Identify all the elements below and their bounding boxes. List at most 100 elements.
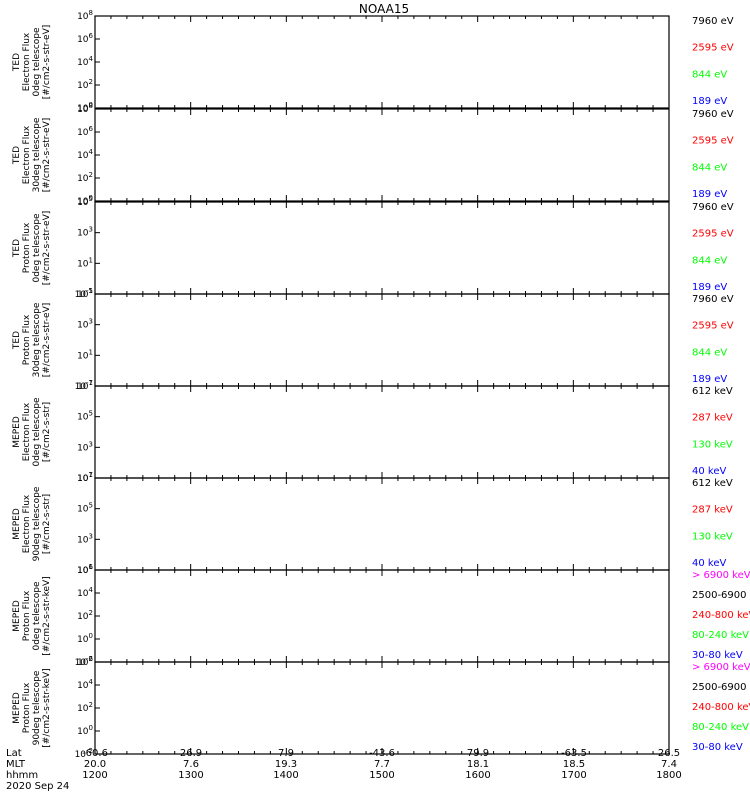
- x-tick-hhmm: 1600: [465, 770, 490, 781]
- legend-entry: 30-80 keV: [692, 650, 743, 661]
- panel-5: 101 103 105 107 MEPEDElectron Flux0deg teles…: [12, 379, 733, 484]
- y-tick-label: 102: [77, 609, 93, 622]
- x-tick-mlt: 7.6: [183, 759, 199, 770]
- y-tick-label: 103: [77, 440, 93, 453]
- y-tick-label: 103: [77, 532, 93, 545]
- x-row-label-hhmm: hhmm: [6, 770, 38, 781]
- legend-entry: 844 eV: [692, 255, 727, 266]
- legend-entry: 2500-6900: [692, 682, 747, 693]
- x-tick-hhmm: 1800: [656, 770, 681, 781]
- panel-frame: [94, 108, 670, 202]
- legend-entry: 189 eV: [692, 374, 727, 385]
- x-tick-lat: 26.5: [658, 748, 680, 759]
- panel-frame: [94, 293, 670, 387]
- x-tick-hhmm: 1200: [82, 770, 107, 781]
- y-tick-label: 105: [77, 287, 93, 300]
- x-tick-lat: 79.9: [467, 748, 489, 759]
- y-tick-label: 100: [77, 194, 93, 207]
- x-tick-hhmm: 1500: [369, 770, 394, 781]
- legend-entry: 130 keV: [692, 439, 733, 450]
- y-tick-label: 107: [77, 471, 93, 484]
- x-tick-mlt: 7.7: [374, 759, 390, 770]
- x-tick-lat: 26.9: [180, 748, 202, 759]
- x-date-label: 2020 Sep 24: [6, 781, 69, 792]
- legend-entry: 2595 eV: [692, 43, 734, 54]
- y-tick-label: 102: [77, 78, 93, 91]
- y-tick-label: 10-2: [75, 747, 93, 760]
- y-tick-label: 108: [77, 102, 93, 115]
- panel-6: 101 103 105 107 MEPEDElectron Flux90deg tele…: [12, 471, 733, 576]
- legend-entry: > 6900 keV: [692, 570, 750, 581]
- y-axis-label: MEPEDElectron Flux0deg telescope[#/cm2-s…: [12, 397, 52, 467]
- x-tick-mlt: 7.4: [661, 759, 677, 770]
- legend-entry: 7960 eV: [692, 109, 734, 120]
- y-tick-label: 104: [77, 148, 93, 161]
- x-tick-mlt: 19.3: [275, 759, 297, 770]
- legend-entry: 30-80 keV: [692, 742, 743, 753]
- legend-entry: 7960 eV: [692, 202, 734, 213]
- x-tick-hhmm: 1400: [273, 770, 298, 781]
- y-tick-label: 106: [77, 125, 93, 138]
- legend-entry: 40 keV: [692, 466, 726, 477]
- y-tick-label: 105: [77, 410, 93, 423]
- y-tick-label: 10-1: [75, 379, 93, 392]
- panel-8: 10-2 100 102 104 106 MEPEDProton Flux90deg te…: [12, 655, 750, 760]
- y-tick-label: 102: [77, 171, 93, 184]
- x-tick-hhmm: 1700: [561, 770, 586, 781]
- y-axis-label: TEDElectron Flux0deg telescope[#/cm2-s-s…: [12, 25, 52, 100]
- y-tick-label: 107: [77, 379, 93, 392]
- legend-entry: 189 eV: [692, 282, 727, 293]
- panel-frame: [94, 477, 670, 571]
- panel-frame: [94, 201, 670, 295]
- y-tick-label: 106: [77, 563, 93, 576]
- legend-entry: 287 keV: [692, 505, 733, 516]
- x-tick-mlt: 18.5: [563, 759, 585, 770]
- y-axis-label: TEDElectron Flux30deg telescope[#/cm2-s-…: [12, 117, 52, 192]
- legend-entry: 287 keV: [692, 413, 733, 424]
- x-tick-lat: 7.9: [278, 748, 294, 759]
- y-tick-label: 10-1: [75, 287, 93, 300]
- y-tick-label: 100: [77, 724, 93, 737]
- legend-entry: 240-800 keV: [692, 702, 750, 713]
- legend-entry: 612 keV: [692, 386, 733, 397]
- legend-entry: 2595 eV: [692, 321, 734, 332]
- y-tick-label: 101: [77, 471, 93, 484]
- y-tick-label: 103: [77, 318, 93, 331]
- y-tick-label: 106: [77, 655, 93, 668]
- panel-1: 100 102 104 106 108 TEDElectron Flux0deg tele…: [12, 9, 734, 114]
- legend-entry: 844 eV: [692, 69, 727, 80]
- x-row-label-mlt: MLT: [6, 759, 26, 770]
- legend-entry: 844 eV: [692, 162, 727, 173]
- panels: 100 102 104 106 108 TEDElectron Flux0deg tele…: [12, 9, 750, 760]
- x-tick-lat: -63.5: [561, 748, 587, 759]
- legend-entry: 240-800 keV: [692, 610, 750, 621]
- legend-entry: 189 eV: [692, 189, 727, 200]
- y-tick-label: 104: [77, 586, 93, 599]
- y-axis-label: MEPEDProton Flux0deg telescope[#/cm2-s-s…: [12, 576, 52, 655]
- legend-entry: 844 eV: [692, 347, 727, 358]
- legend-entry: 2595 eV: [692, 136, 734, 147]
- x-tick-lat: -60.6: [82, 748, 108, 759]
- panel-4: 10-1 101 103 105 TEDProton Flux30deg telesco…: [12, 287, 734, 392]
- y-axis-label: MEPEDProton Flux90deg telescope[#/cm2-s-…: [12, 668, 52, 747]
- y-tick-label: 105: [77, 195, 93, 208]
- y-tick-label: 105: [77, 502, 93, 515]
- panel-frame: [94, 15, 670, 109]
- x-tick-lat: -43.6: [369, 748, 395, 759]
- x-axis-labels: Lat MLT hhmm 2020 Sep 24 -60.6 26.9 7.9 …: [6, 748, 682, 792]
- y-tick-label: 102: [77, 701, 93, 714]
- legend-entry: 2500-6900: [692, 590, 747, 601]
- legend-entry: 7960 eV: [692, 294, 734, 305]
- legend-entry: 40 keV: [692, 558, 726, 569]
- y-axis-label: TEDProton Flux30deg telescope[#/cm2-s-st…: [12, 302, 52, 377]
- y-tick-label: 101: [77, 348, 93, 361]
- legend-entry: 130 keV: [692, 531, 733, 542]
- panel-frame: [94, 661, 670, 755]
- legend-entry: 612 keV: [692, 478, 733, 489]
- y-tick-label: 108: [77, 9, 93, 22]
- y-axis-label: MEPEDElectron Flux90deg telescope[#/cm2-…: [12, 486, 52, 561]
- y-tick-label: 101: [77, 256, 93, 269]
- panel-frame: [94, 569, 670, 663]
- legend-entry: 7960 eV: [692, 16, 734, 27]
